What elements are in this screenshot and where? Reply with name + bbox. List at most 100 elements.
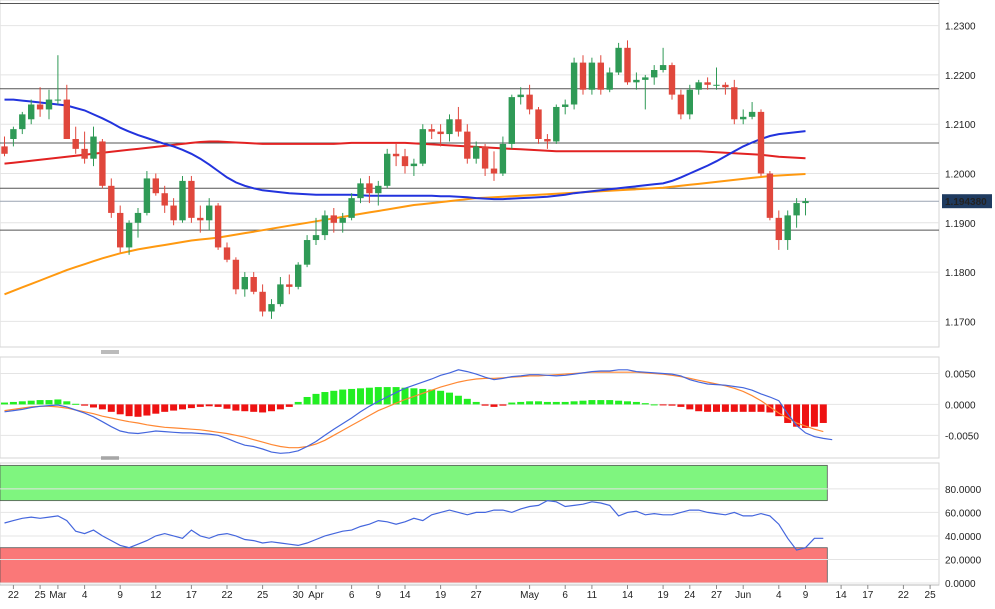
candle-body [117, 212, 124, 248]
macd-histogram-bar [54, 399, 62, 405]
candle-body [28, 104, 35, 120]
moving-averages [4, 98, 806, 296]
candle-body [437, 131, 444, 135]
macd-histogram-bar [739, 404, 747, 412]
x-tick-label: 17 [186, 590, 198, 601]
macd-histogram-bar [294, 401, 302, 405]
x-tick-label: 22 [221, 590, 233, 601]
candle-body [214, 205, 222, 248]
macd-histogram-bar [143, 404, 151, 416]
candle-body [81, 148, 88, 159]
macd-histogram-bar [526, 401, 534, 405]
macd-histogram-bar [205, 404, 213, 407]
x-axis: 22 25 Mar 4 9 12 17 22 25 30 Apr 6 9 14 19 27 May 6 11 14 19… [0, 584, 939, 601]
macd-histogram-bar [508, 402, 516, 405]
macd-histogram-bar [348, 388, 356, 405]
macd-histogram-bar [472, 401, 480, 405]
candle-body [19, 114, 26, 130]
candle-body [517, 94, 524, 98]
x-tick-label: 6 [349, 590, 355, 601]
panel-resize-handle[interactable] [101, 350, 119, 354]
x-tick-label: 19 [435, 590, 447, 601]
macd-histogram-bar [428, 389, 436, 405]
macd-histogram-bar [668, 404, 676, 406]
x-tick-label: 14 [836, 590, 848, 601]
macd-histogram-bar [713, 404, 720, 412]
candle-body [490, 168, 498, 174]
candle-body [401, 156, 409, 167]
x-tick-label: 14 [622, 590, 634, 601]
candle-body [99, 141, 106, 186]
x-tick-label: 24 [684, 590, 696, 601]
macd-histogram-bar [535, 401, 542, 405]
macd-histogram-bar [793, 404, 801, 427]
price-tick-label: 1.1800 [945, 268, 976, 279]
macd-histogram-bar [819, 404, 827, 423]
x-tick-label: 27 [711, 590, 723, 601]
sma-fast-line [4, 98, 806, 201]
x-tick-label: 25 [925, 590, 937, 601]
sma-mid-line [4, 140, 806, 165]
macd-histogram-bar [152, 404, 160, 414]
rsi-tick-label: 0.0000 [945, 579, 976, 590]
x-tick-label: 27 [471, 590, 483, 601]
macd-histogram-bar [748, 404, 756, 412]
macd-histogram-bar [463, 398, 471, 405]
x-tick-label: 4 [776, 590, 782, 601]
candle-body [659, 65, 667, 70]
candle-body [357, 183, 364, 199]
macd-histogram-bar [552, 401, 560, 405]
candle-body [713, 84, 720, 86]
macd-histogram-bar [659, 404, 667, 406]
candle-body [740, 116, 747, 120]
x-tick-label: 25 [35, 590, 47, 601]
candle-body [473, 146, 480, 159]
x-tick-label: 19 [658, 590, 670, 601]
rsi-overbought-zone [0, 464, 828, 502]
candle-body [481, 146, 489, 169]
candle-body [686, 89, 693, 115]
macd-histogram-bar [214, 404, 222, 407]
candle-body [553, 106, 560, 142]
candle-body [295, 264, 302, 287]
macd-histogram-bar [321, 392, 329, 405]
macd-histogram-bar [107, 404, 115, 412]
candle-body [259, 291, 266, 312]
candle-body [134, 212, 142, 223]
rsi-tick-label: 40.0000 [945, 532, 982, 543]
macd-histogram-bar [704, 404, 712, 412]
candle-body [188, 180, 195, 218]
macd-histogram-bar [641, 403, 649, 405]
x-tick-label: 25 [257, 590, 269, 601]
candle-body [250, 277, 257, 292]
candle-body [339, 217, 346, 223]
candle-body [152, 178, 159, 194]
candle-body [695, 82, 702, 90]
candle-body [579, 62, 587, 90]
macd-histogram-bar [632, 401, 640, 405]
candle-body [36, 104, 44, 110]
macd-histogram-bar [303, 396, 311, 405]
macd-histogram-bar [686, 404, 694, 410]
candle-body [455, 119, 462, 132]
x-tick-label: 22 [898, 590, 910, 601]
macd-histogram-bar [650, 404, 658, 406]
candle-body [241, 277, 248, 290]
candle-body [384, 153, 391, 186]
x-tick-label: Apr [308, 590, 324, 601]
candle-body [90, 136, 97, 159]
panel-resize-handle[interactable] [101, 456, 119, 460]
candle-body [562, 104, 569, 107]
current-price-label: 1.194380 [945, 197, 987, 208]
macd-histogram-bar [18, 401, 26, 405]
macd-histogram-bar [757, 404, 765, 412]
macd-tick-label: 0.0000 [945, 400, 976, 411]
candle-body [1, 146, 8, 154]
candle-body [286, 284, 293, 287]
candle-body [303, 240, 311, 265]
macd-histogram-bar [27, 400, 35, 405]
macd-histogram-bar [81, 404, 89, 406]
macd-histogram-bar [490, 404, 498, 407]
candle-body [10, 129, 17, 139]
macd-histogram-bar [730, 404, 738, 412]
